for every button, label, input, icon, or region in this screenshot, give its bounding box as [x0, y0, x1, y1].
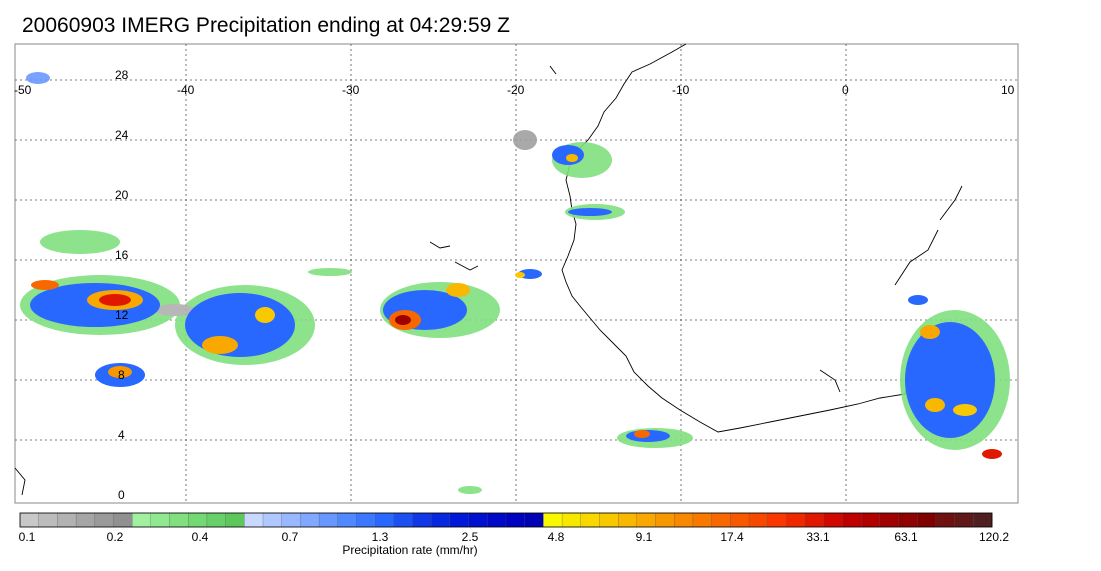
- colorbar-swatch: [674, 512, 694, 528]
- colorbar-tick-label: 33.1: [806, 530, 830, 544]
- colorbar-tick-label: 4.8: [547, 530, 565, 544]
- lon-label-30w: -30: [342, 83, 360, 97]
- colorbar-swatch: [954, 512, 974, 528]
- colorbar-tick-label: 0.1: [18, 530, 36, 544]
- lat-label-20: 20: [115, 188, 129, 202]
- colorbar-swatch: [206, 512, 227, 528]
- colorbar-swatch: [505, 512, 526, 528]
- colorbar-swatch: [431, 512, 451, 528]
- colorbar-tick-label: 0.7: [281, 530, 299, 544]
- colorbar-swatch: [935, 512, 956, 528]
- lat-label-0: 0: [118, 488, 125, 502]
- colorbar-frame: [19, 512, 993, 528]
- colorbar-swatch: [318, 512, 339, 528]
- lon-label-0: 0: [842, 83, 849, 97]
- lat-label-28: 28: [115, 68, 129, 82]
- colorbar-swatch: [150, 512, 170, 528]
- colorbar-swatch: [543, 512, 563, 528]
- colorbar-swatch: [561, 512, 582, 528]
- colorbar-swatch: [281, 512, 301, 528]
- colorbar-swatch: [599, 512, 619, 528]
- lon-label-50w: -50: [14, 83, 32, 97]
- colorbar-tick-label: 9.1: [635, 530, 653, 544]
- colorbar-swatch: [655, 512, 675, 528]
- colorbar-swatch: [131, 512, 152, 528]
- colorbar-tick-label: 2.5: [461, 530, 479, 544]
- lon-label-10e: 10: [1001, 83, 1015, 97]
- colorbar-swatch: [524, 512, 544, 528]
- colorbar-tick-label: 1.3: [371, 530, 389, 544]
- colorbar-swatch: [113, 512, 133, 528]
- colorbar-swatch: [356, 512, 376, 528]
- colorbar-swatch: [262, 512, 283, 528]
- colorbar-swatch: [337, 512, 357, 528]
- colorbar-title: Precipitation rate (mm/hr): [342, 543, 478, 557]
- colorbar-swatch: [300, 512, 320, 528]
- colorbar-tick-label: 0.2: [106, 530, 124, 544]
- colorbar-swatch: [449, 512, 470, 528]
- lat-label-12: 12: [115, 308, 129, 322]
- colorbar-swatch: [879, 512, 899, 528]
- precip-heavy: [31, 154, 1002, 459]
- lat-label-8: 8: [118, 368, 125, 382]
- colorbar: [19, 512, 993, 528]
- colorbar-swatch: [823, 512, 843, 528]
- colorbar-swatch: [487, 512, 507, 528]
- colorbar-swatch: [244, 512, 264, 528]
- colorbar-swatch: [711, 512, 731, 528]
- colorbar-swatch: [636, 512, 656, 528]
- lat-label-4: 4: [118, 428, 125, 442]
- colorbar-swatch: [861, 512, 881, 528]
- colorbar-swatch: [917, 512, 937, 528]
- colorbar-swatch: [75, 512, 96, 528]
- colorbar-swatch: [804, 512, 825, 528]
- colorbar-tick-label: 0.4: [191, 530, 209, 544]
- colorbar-swatch: [188, 512, 208, 528]
- colorbar-swatch: [618, 512, 638, 528]
- colorbar-swatch: [225, 512, 245, 528]
- colorbar-swatch: [748, 512, 769, 528]
- colorbar-swatch: [19, 512, 40, 528]
- colorbar-swatch: [898, 512, 918, 528]
- lat-label-24: 24: [115, 128, 129, 142]
- colorbar-swatch: [412, 512, 432, 528]
- colorbar-swatch: [692, 512, 713, 528]
- colorbar-swatch: [169, 512, 189, 528]
- lon-label-20w: -20: [507, 83, 525, 97]
- lat-label-16: 16: [115, 248, 129, 262]
- colorbar-swatch: [730, 512, 750, 528]
- colorbar-swatch: [57, 512, 77, 528]
- lon-label-10w: -10: [672, 83, 690, 97]
- colorbar-tick-label: 17.4: [720, 530, 744, 544]
- colorbar-tick-label: 120.2: [978, 530, 1010, 544]
- lon-label-40w: -40: [177, 83, 195, 97]
- colorbar-swatch: [374, 512, 395, 528]
- map-title: 20060903 IMERG Precipitation ending at 0…: [22, 14, 510, 37]
- colorbar-swatch: [38, 512, 58, 528]
- colorbar-swatch: [786, 512, 806, 528]
- colorbar-swatch: [842, 512, 862, 528]
- colorbar-swatch: [580, 512, 600, 528]
- colorbar-swatch: [468, 512, 488, 528]
- colorbar-tick-label: 63.1: [894, 530, 918, 544]
- colorbar-swatch: [393, 512, 413, 528]
- colorbar-swatch: [973, 512, 993, 528]
- colorbar-swatch: [94, 512, 114, 528]
- colorbar-swatch: [767, 512, 787, 528]
